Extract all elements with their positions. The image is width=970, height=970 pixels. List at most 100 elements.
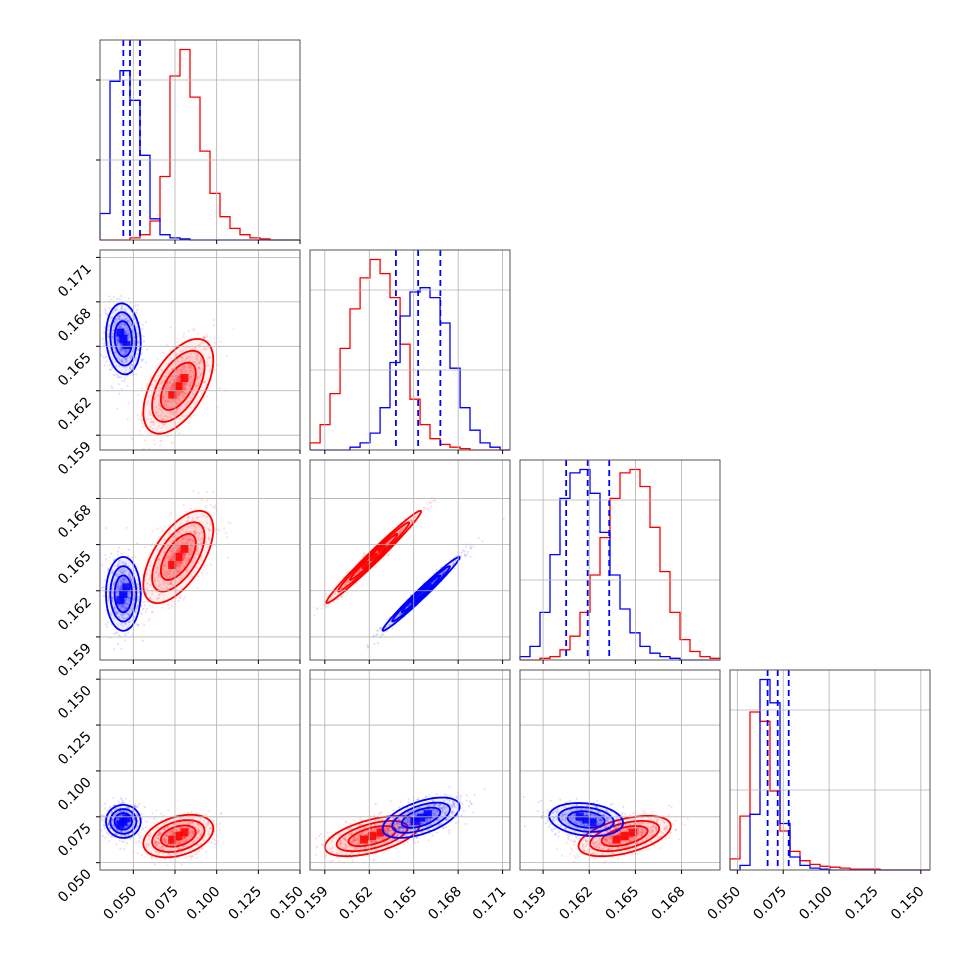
scatter-point-red — [194, 357, 197, 361]
scatter-point-red — [181, 369, 184, 372]
scatter-point-red — [178, 565, 181, 568]
scatter-point-red — [139, 430, 142, 433]
scatter-point-red — [191, 855, 194, 858]
scatter-point-red — [153, 397, 156, 401]
scatter-point-red — [142, 447, 145, 450]
scatter-point-blue — [113, 309, 117, 312]
scatter-point-blue — [96, 813, 98, 815]
scatter-point-red — [199, 538, 202, 541]
scatter-point-red — [145, 587, 148, 591]
scatter-point-red — [172, 413, 175, 416]
scatter-point-red — [169, 829, 172, 832]
scatter-point-blue — [119, 809, 123, 813]
scatter-point-red — [229, 522, 232, 525]
scatter-point-red — [205, 333, 208, 336]
scatter-point-red — [157, 852, 160, 855]
scatter-point-red — [166, 570, 169, 574]
scatter-point-blue — [137, 833, 140, 836]
scatter-point-red — [196, 844, 199, 847]
scatter-point-red — [165, 587, 168, 590]
scatter-point-red — [168, 532, 171, 535]
scatter-point-blue — [139, 365, 142, 369]
scatter-point-blue — [140, 604, 143, 607]
scatter-point-red — [159, 387, 162, 390]
scatter-point-blue — [111, 817, 114, 821]
scatter-point-blue — [126, 374, 129, 377]
scatter-point-red — [194, 347, 197, 350]
scatter-point-red — [176, 368, 179, 372]
scatter-point-red — [170, 848, 173, 852]
scatter-point-red — [190, 573, 193, 576]
scatter-point-red — [175, 353, 179, 356]
scatter-point-red — [182, 387, 185, 390]
scatter-point-red — [177, 376, 180, 379]
scatter-point-red — [414, 515, 417, 519]
scatter-point-blue — [121, 572, 124, 575]
scatter-point-red — [156, 411, 159, 414]
scatter-point-red — [213, 324, 216, 327]
scatter-point-red — [196, 362, 199, 365]
scatter-point-red — [145, 845, 148, 849]
scatter-point-red — [177, 565, 181, 568]
scatter-point-red — [153, 439, 156, 442]
scatter-point-blue — [121, 348, 124, 351]
scatter-point-red — [141, 422, 144, 425]
scatter-point-blue — [123, 607, 126, 610]
scatter-point-red — [160, 591, 163, 595]
scatter-point-red — [158, 571, 161, 574]
scatter-point-red — [185, 520, 188, 523]
scatter-point-blue — [115, 590, 118, 594]
scatter-point-blue — [464, 554, 467, 557]
scatter-point-red — [157, 414, 160, 417]
scatter-point-blue — [115, 632, 118, 635]
scatter-point-red — [188, 355, 191, 359]
scatter-point-blue — [126, 320, 129, 323]
scatter-point-red — [157, 568, 160, 571]
scatter-point-red — [184, 844, 187, 847]
scatter-point-red — [190, 375, 193, 379]
scatter-point-red — [196, 852, 199, 855]
scatter-point-red — [176, 566, 179, 569]
scatter-point-blue — [122, 605, 125, 608]
scatter-point-red — [175, 370, 178, 373]
scatter-point-red — [189, 369, 192, 372]
scatter-point-blue — [107, 823, 110, 826]
scatter-point-red — [190, 821, 193, 825]
density-peak-red — [174, 832, 183, 841]
scatter-point-blue — [140, 612, 143, 615]
scatter-point-blue — [118, 318, 122, 321]
scatter-point-red — [196, 516, 200, 519]
scatter-point-red — [190, 834, 193, 838]
scatter-point-blue — [112, 600, 115, 603]
scatter-point-red — [162, 394, 165, 397]
scatter-point-red — [137, 393, 140, 397]
scatter-point-red — [332, 596, 335, 599]
scatter-point-blue — [127, 334, 130, 337]
scatter-point-red — [147, 843, 150, 846]
scatter-point-red — [172, 411, 175, 414]
scatter-point-red — [182, 598, 185, 602]
scatter-point-red — [185, 538, 188, 541]
scatter-point-blue — [126, 601, 129, 604]
scatter-point-blue — [125, 368, 128, 371]
scatter-point-blue — [133, 343, 136, 346]
scatter-point-red — [188, 552, 191, 555]
scatter-point-blue — [121, 580, 124, 583]
scatter-point-red — [176, 841, 179, 844]
scatter-point-blue — [450, 563, 453, 567]
scatter-point-red — [150, 857, 153, 860]
scatter-point-red — [183, 536, 186, 539]
scatter-point-blue — [122, 570, 125, 573]
scatter-point-red — [176, 842, 179, 845]
scatter-point-red — [178, 432, 181, 435]
scatter-point-red — [227, 521, 230, 524]
scatter-point-blue — [111, 597, 114, 600]
scatter-point-blue — [120, 360, 124, 363]
scatter-point-blue — [463, 554, 466, 557]
scatter-point-red — [159, 382, 162, 385]
scatter-point-blue — [136, 819, 139, 823]
scatter-point-blue — [122, 581, 125, 584]
scatter-point-blue — [121, 576, 124, 580]
scatter-point-blue — [129, 575, 132, 578]
scatter-point-red — [196, 538, 199, 541]
